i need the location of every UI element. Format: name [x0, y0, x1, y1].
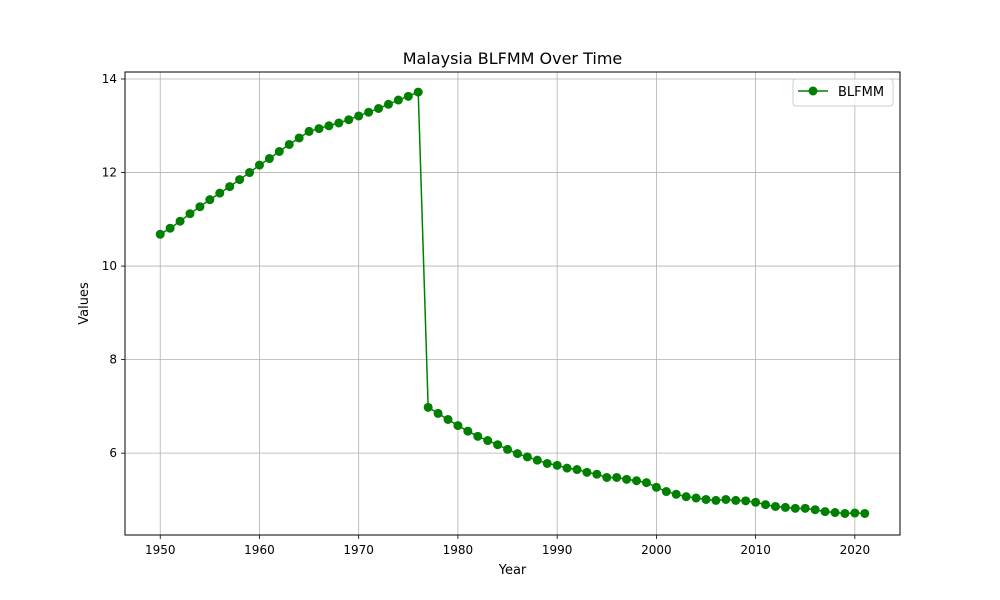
data-point: [612, 472, 622, 482]
data-point: [294, 133, 304, 143]
data-point: [512, 449, 522, 459]
data-point: [761, 500, 771, 510]
data-point: [225, 182, 235, 192]
data-point: [830, 508, 840, 518]
data-point: [711, 495, 721, 505]
data-point: [463, 426, 473, 436]
x-tick-label: 1960: [244, 543, 275, 557]
data-point: [284, 139, 294, 149]
y-tick-label: 6: [109, 446, 117, 460]
data-point: [671, 489, 681, 499]
data-point: [364, 107, 374, 117]
data-point: [532, 455, 542, 465]
data-point: [582, 467, 592, 477]
data-point: [175, 216, 185, 226]
data-point: [334, 118, 344, 128]
data-point: [403, 91, 413, 101]
axis-ticks: 1950 1960 1970 1980 1990 2000 2010 2020 6 8 10 12 14: [102, 72, 870, 557]
data-point: [731, 495, 741, 505]
data-point: [800, 503, 810, 513]
data-point: [235, 175, 245, 185]
data-point: [632, 476, 642, 486]
data-point: [423, 402, 433, 412]
data-point: [443, 414, 453, 424]
data-point: [344, 115, 354, 125]
data-point: [274, 147, 284, 157]
data-point: [790, 503, 800, 513]
data-point: [473, 431, 483, 441]
data-point: [810, 505, 820, 515]
data-point: [592, 469, 602, 479]
x-tick-label: 2020: [840, 543, 871, 557]
data-point: [721, 494, 731, 504]
y-tick-label: 8: [109, 353, 117, 367]
data-point: [254, 160, 264, 170]
data-point: [651, 482, 661, 492]
data-point: [741, 496, 751, 506]
data-point: [681, 492, 691, 502]
data-point: [820, 507, 830, 517]
data-point: [314, 124, 324, 134]
data-point: [562, 463, 572, 473]
data-point: [205, 195, 215, 205]
data-point: [542, 458, 552, 468]
legend-label-blfmm: BLFMM: [838, 85, 884, 100]
data-point: [245, 168, 255, 178]
data-point: [393, 95, 403, 105]
data-point: [661, 487, 671, 497]
grid: [125, 72, 900, 535]
data-point: [641, 478, 651, 488]
x-tick-label: 2010: [740, 543, 771, 557]
data-point: [165, 223, 175, 233]
data-point: [433, 408, 443, 418]
plot-area-frame: [124, 71, 901, 536]
data-point: [860, 508, 870, 518]
chart-title: Malaysia BLFMM Over Time: [403, 49, 623, 68]
data-point: [383, 99, 393, 109]
y-axis-label: Values: [77, 282, 92, 325]
data-point: [770, 501, 780, 511]
legend: BLFMM: [792, 78, 894, 107]
data-point: [751, 497, 761, 507]
data-point: [850, 508, 860, 518]
data-point: [264, 154, 274, 164]
data-point: [354, 111, 364, 121]
data-point: [374, 103, 384, 113]
data-point: [215, 188, 225, 198]
data-point: [155, 229, 165, 239]
data-point: [572, 465, 582, 475]
series-layer: [155, 87, 870, 518]
data-point: [483, 436, 493, 446]
data-point: [691, 493, 701, 503]
x-tick-label: 2000: [641, 543, 672, 557]
y-tick-label: 14: [102, 72, 117, 86]
x-tick-label: 1990: [542, 543, 573, 557]
data-point: [195, 202, 205, 212]
x-tick-label: 1980: [443, 543, 474, 557]
data-point: [701, 494, 711, 504]
data-point: [324, 121, 334, 131]
data-point: [413, 87, 423, 97]
data-point: [185, 209, 195, 219]
data-point: [780, 502, 790, 512]
data-point: [304, 126, 314, 136]
legend-box: [792, 78, 894, 107]
x-axis-label: Year: [498, 563, 527, 578]
data-point: [453, 421, 463, 431]
y-tick-label: 12: [102, 166, 117, 180]
data-point: [552, 460, 562, 470]
data-point: [503, 444, 513, 454]
y-tick-label: 10: [102, 259, 117, 273]
x-tick-label: 1950: [145, 543, 176, 557]
data-point: [840, 508, 850, 518]
data-point: [602, 472, 612, 482]
data-point: [622, 474, 632, 484]
x-tick-label: 1970: [343, 543, 374, 557]
data-point: [522, 452, 532, 462]
data-point: [493, 440, 503, 450]
legend-marker-swatch: [808, 86, 818, 96]
